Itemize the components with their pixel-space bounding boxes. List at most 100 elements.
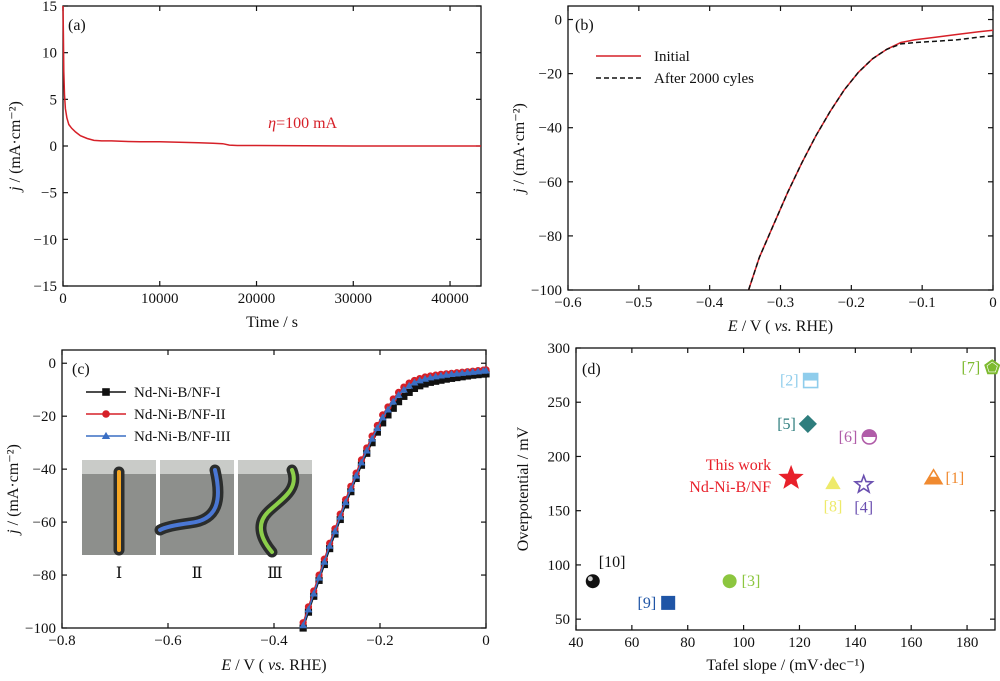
y-tick-label: −5 [41,186,57,202]
data-point-c-0 [379,419,387,427]
x-tick-label: 140 [844,635,867,651]
legend-marker-c [101,431,111,440]
scatter-point-d-fill [803,373,818,381]
x-tick-label: 160 [900,635,923,651]
y-tick-label: −60 [33,515,56,531]
y-tick-label: 0 [50,139,58,155]
x-axis-label-c-part: / V ( [231,657,268,674]
legend-label-b: After 2000 cyles [654,71,754,87]
data-point-c-2 [304,605,313,613]
point-label-d: [3] [742,573,761,590]
data-point-c-2 [336,512,345,520]
data-point-c-2 [458,369,467,376]
data-point-c-0 [442,375,450,383]
annotation-eta-text: =100 mA [276,115,337,132]
data-point-c-0 [482,370,490,378]
inset-label: Ⅰ [116,565,122,582]
y-tick-label: −100 [531,283,562,299]
point-label-d: [10] [599,554,626,571]
x-tick-label: 20000 [238,291,276,307]
x-tick-label: −0.8 [48,633,75,649]
x-axis-label-b: E / V ( vs. RHE) [727,318,833,335]
data-point-c-2 [447,370,456,377]
data-point-c-0 [453,373,461,382]
panel-label-b: (b) [575,17,594,34]
scatter-point-d [778,464,804,489]
point-label-d: This work [706,457,771,474]
data-point-c-0 [437,376,445,384]
data-point-c-2 [357,458,366,466]
x-tick-label: −0.1 [909,295,936,311]
y-axis-label-c-part: / (mA·cm⁻²) [5,444,22,529]
x-tick-label: 0 [482,633,490,649]
y-axis-label-b: j / (mA·cm⁻²) [511,103,528,195]
y-axis-label-a-part: / (mA·cm⁻²) [7,101,24,186]
data-point-c-2 [474,367,483,375]
data-point-c-2 [383,405,392,413]
data-point-c-2 [346,485,355,492]
inset-electrode-guide [258,468,296,554]
y-tick-label: −10 [34,232,57,248]
data-point-c-0 [373,428,381,436]
panel-c: −0.8 −0.6 −0.4 −0.2 0 −100 −80 −60 −40 −20 0 (c) Nd-… [5,349,490,674]
x-axis-label-c-part: RHE) [285,657,326,674]
y-tick-label: 100 [548,558,571,574]
plot-frame [575,347,996,631]
data-point-c-0 [463,372,472,380]
data-point-c-2 [352,471,361,479]
data-point-c-0 [410,384,419,392]
y-tick-label: 200 [548,449,571,465]
y-tick-label: −40 [33,462,56,478]
legend-marker-c [102,410,110,418]
y-tick-label: −15 [34,279,57,295]
y-tick-label: −80 [539,229,562,245]
series-line-c-0 [302,373,487,629]
x-axis-label-a: Time / s [246,314,298,331]
y-tick-label: 15 [42,0,57,15]
scatter-point-d [661,595,676,610]
data-point-c-2 [309,589,318,597]
series-line-b-0 [747,29,994,291]
panel-b: −0.6 −0.5 −0.4 −0.3 −0.2 −0.1 0 −100 −80 −60 −40 −2… [511,5,997,335]
data-point-c-2 [468,368,477,375]
y-axis-label-d: Overpotential / mV [515,426,532,551]
x-tick-label: −0.5 [625,295,652,311]
inset-label: Ⅱ [192,565,203,582]
point-label-d: [6] [839,429,858,446]
data-point-c-0 [432,377,440,385]
x-axis-label-b-var: E [727,318,738,335]
x-tick-label: 60 [624,635,639,651]
data-point-c-2 [482,366,490,374]
x-tick-label: 80 [680,635,695,651]
data-point-c-0 [447,374,456,382]
y-tick-label: 10 [42,46,57,62]
data-point-c-2 [452,369,461,377]
series-line-b-1 [747,35,994,291]
y-tick-label: 250 [548,395,571,411]
point-label-d: [5] [777,416,796,433]
data-point-c-0 [405,388,413,396]
data-point-c-2 [394,391,403,398]
x-tick-label: −0.3 [767,295,794,311]
y-tick-label: −100 [25,621,56,637]
data-point-c-0 [394,398,403,406]
x-tick-label: −0.6 [154,633,182,649]
scatter-point-d [722,574,737,589]
data-point-c-0 [400,392,408,400]
y-tick-label: −20 [539,67,562,83]
panel-label-d: (d) [582,361,601,378]
y-tick-label: −40 [539,121,562,137]
inset-electrode-guide [158,468,220,532]
inset-photo-top [238,460,312,474]
legend-label-c: Nd-Ni-B/NF-II [134,407,226,423]
x-tick-label: 180 [956,635,979,651]
x-tick-label: 30000 [335,291,373,307]
data-point-c-2 [362,446,371,454]
x-tick-label: −0.2 [838,295,865,311]
point-label-d: [4] [854,500,873,517]
data-point-c-2 [389,397,398,405]
inset-photo-top [160,460,234,474]
y-axis-label-c-var: j [5,529,22,536]
data-point-c-2 [373,424,382,431]
